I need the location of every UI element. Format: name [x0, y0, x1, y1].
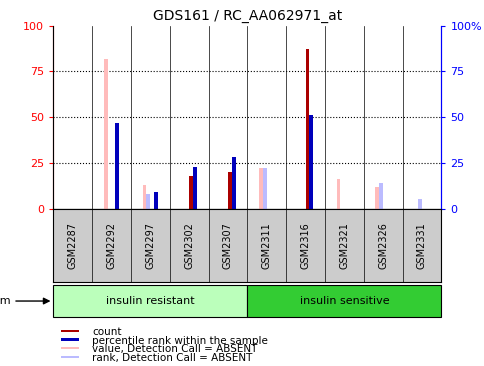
- Text: GSM2321: GSM2321: [339, 222, 348, 269]
- Text: insulin resistant: insulin resistant: [106, 296, 194, 306]
- Bar: [146, 194, 150, 209]
- Text: GSM2287: GSM2287: [68, 222, 77, 269]
- Bar: [154, 192, 158, 209]
- Text: GSM2292: GSM2292: [106, 222, 116, 269]
- Bar: [378, 183, 382, 209]
- Text: GSM2316: GSM2316: [300, 222, 310, 269]
- Bar: [375, 187, 378, 209]
- Bar: [258, 168, 262, 209]
- Bar: [61, 330, 78, 332]
- Text: percentile rank within the sample: percentile rank within the sample: [92, 336, 268, 346]
- Bar: [336, 179, 340, 209]
- Text: count: count: [92, 327, 121, 337]
- Text: GSM2302: GSM2302: [184, 222, 194, 269]
- Bar: [193, 167, 197, 209]
- FancyBboxPatch shape: [247, 285, 440, 317]
- Text: GSM2331: GSM2331: [416, 222, 426, 269]
- Text: GSM2311: GSM2311: [261, 222, 271, 269]
- Bar: [115, 123, 119, 209]
- Text: GSM2307: GSM2307: [223, 222, 232, 269]
- Text: GSM2326: GSM2326: [378, 222, 387, 269]
- Bar: [227, 172, 231, 209]
- Bar: [189, 176, 193, 209]
- Title: GDS161 / RC_AA062971_at: GDS161 / RC_AA062971_at: [152, 9, 341, 23]
- Bar: [262, 168, 266, 209]
- Bar: [231, 157, 235, 209]
- Text: rank, Detection Call = ABSENT: rank, Detection Call = ABSENT: [92, 353, 252, 363]
- Bar: [417, 199, 421, 209]
- Bar: [61, 356, 78, 358]
- Text: GSM2297: GSM2297: [145, 222, 155, 269]
- Bar: [142, 185, 146, 209]
- Text: insulin sensitive: insulin sensitive: [299, 296, 388, 306]
- Text: metabolism: metabolism: [0, 296, 49, 306]
- Bar: [61, 347, 78, 350]
- FancyBboxPatch shape: [53, 285, 247, 317]
- Bar: [61, 338, 78, 341]
- Bar: [305, 49, 309, 209]
- Bar: [104, 59, 107, 209]
- Bar: [309, 115, 313, 209]
- Text: value, Detection Call = ABSENT: value, Detection Call = ABSENT: [92, 344, 257, 354]
